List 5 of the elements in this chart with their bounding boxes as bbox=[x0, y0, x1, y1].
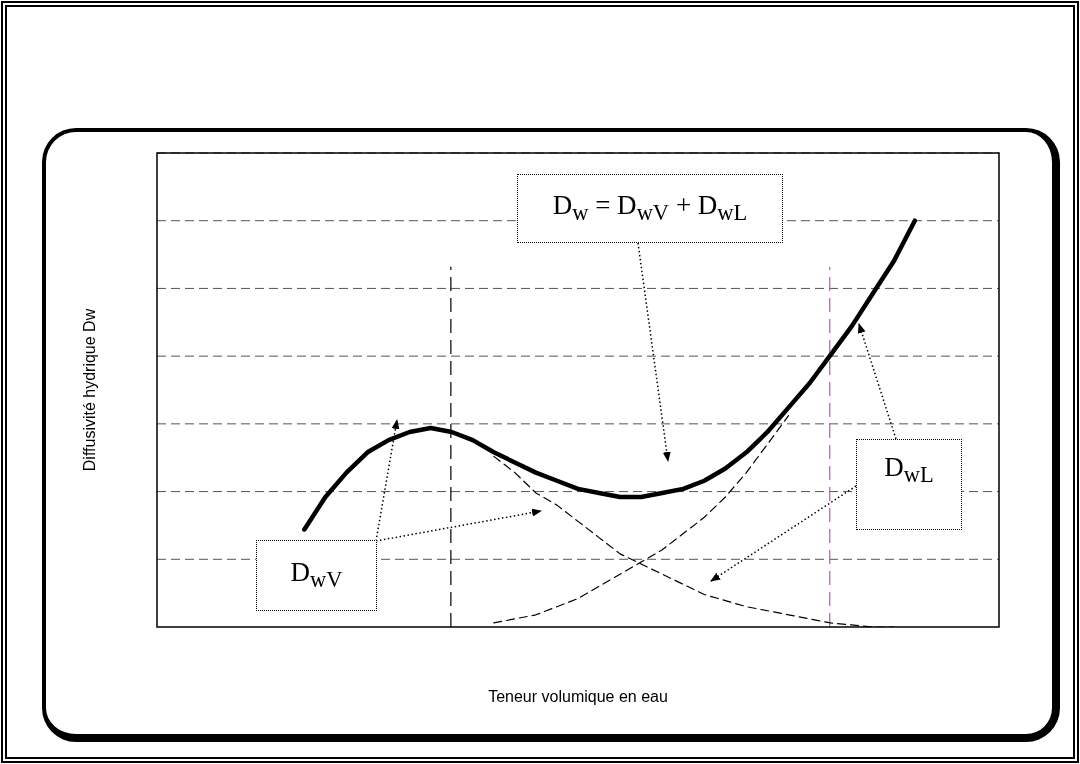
annotation: D$_{wV}$ bbox=[290, 557, 343, 594]
annotation: D$_{wL}$ bbox=[884, 452, 934, 489]
y-axis-title: Diffusivité hydrique Dw bbox=[81, 308, 99, 472]
x-axis-title: Teneur volumique en eau bbox=[488, 688, 668, 706]
annotation: D$_{w}$ = D$_{wV}$ + D$_{wL}$ bbox=[552, 190, 748, 227]
